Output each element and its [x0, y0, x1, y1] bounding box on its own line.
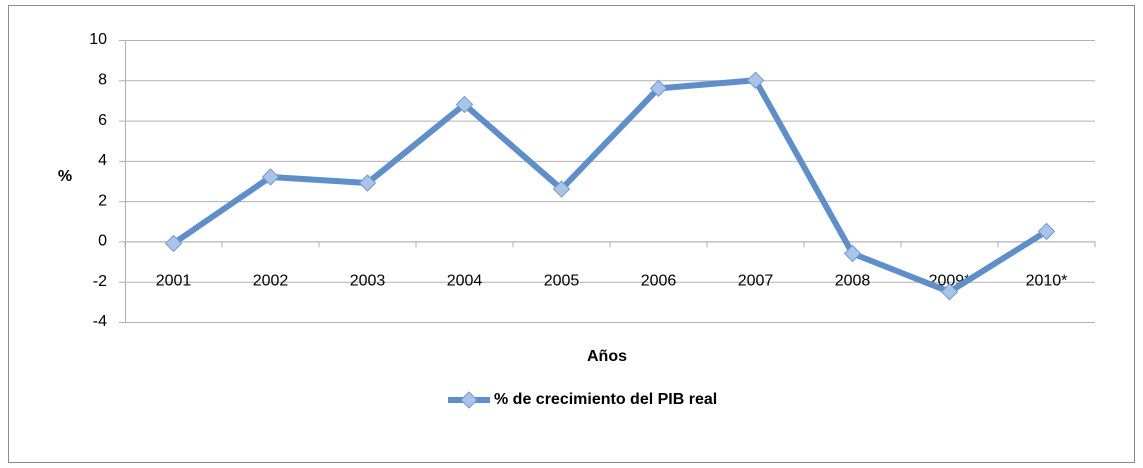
- x-tick-label: 2003: [350, 273, 386, 290]
- data-point: [455, 95, 474, 114]
- y-tick-label: -2: [93, 273, 107, 290]
- x-axis-label: Años: [587, 348, 627, 365]
- x-tick-label: 2002: [253, 273, 289, 290]
- y-tick-label: 2: [98, 192, 107, 209]
- x-tick-label: 2004: [447, 273, 483, 290]
- data-point: [552, 180, 571, 198]
- x-tick-label: 2010*: [1026, 273, 1068, 290]
- x-tick-label: 2005: [544, 273, 580, 290]
- data-point: [1037, 222, 1056, 241]
- chart-frame: [8, 5, 1135, 463]
- y-tick-label: 8: [98, 72, 107, 89]
- y-tick-label: -4: [93, 313, 107, 330]
- x-tick-label: 2001: [156, 273, 192, 290]
- data-point: [261, 168, 280, 186]
- y-tick-label: 0: [98, 233, 107, 250]
- x-tick-label: 2006: [641, 273, 677, 290]
- x-tick-label: 2007: [738, 273, 774, 290]
- y-tick-label: 4: [98, 152, 107, 169]
- data-point: [649, 79, 668, 98]
- data-point: [843, 244, 862, 263]
- data-point: [746, 71, 765, 89]
- data-point: [358, 174, 377, 192]
- y-tick-label: 6: [98, 112, 107, 129]
- y-tick-label: 10: [89, 31, 107, 48]
- legend-marker: [460, 391, 478, 409]
- series-line: [171, 77, 1049, 295]
- x-tick-label: 2008: [835, 273, 871, 290]
- data-point: [940, 283, 959, 301]
- legend-label: % de crecimiento del PIB real: [494, 391, 717, 408]
- data-point: [164, 234, 183, 253]
- y-axis-label: %: [58, 168, 72, 185]
